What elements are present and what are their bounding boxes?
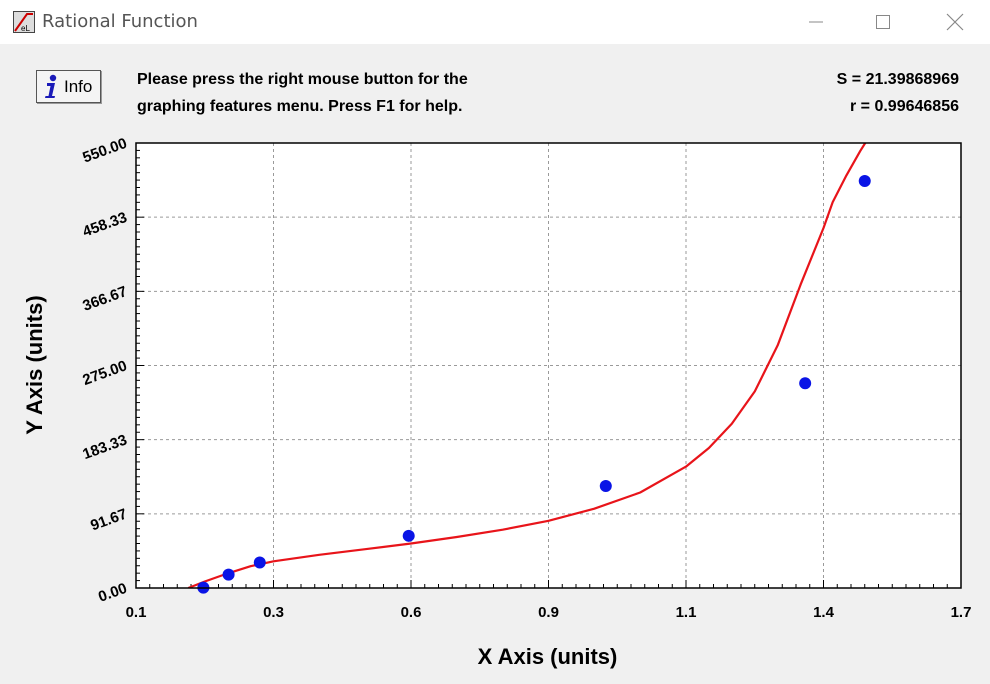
help-message-line2: graphing features menu. Press F1 for hel… — [137, 98, 463, 115]
plot-frame — [135, 142, 962, 589]
data-point — [253, 556, 266, 569]
y-tick-label: 275.00 — [80, 357, 129, 389]
x-tick-label: 0.3 — [263, 604, 284, 621]
maximize-button[interactable] — [853, 0, 913, 44]
data-point — [222, 568, 235, 581]
data-point — [858, 175, 871, 188]
x-tick-label: 0.1 — [126, 604, 147, 621]
x-tick-label: 0.9 — [538, 604, 559, 621]
minimize-button[interactable] — [786, 0, 846, 44]
y-tick-label: 458.33 — [80, 209, 129, 241]
fit-curve — [187, 143, 867, 588]
app-icon: eL — [13, 11, 35, 33]
data-point — [599, 480, 612, 493]
stat-s: S = 21.39868969 — [836, 71, 959, 88]
help-message-line1: Please press the right mouse button for … — [137, 71, 468, 88]
x-tick-label: 0.6 — [401, 604, 422, 621]
maximize-icon — [876, 15, 890, 29]
info-button[interactable]: Info — [36, 70, 101, 103]
minimize-icon — [809, 21, 823, 23]
y-tick-label: 91.67 — [88, 506, 129, 535]
window-title: Rational Function — [42, 11, 198, 32]
y-tick-label: 183.33 — [80, 431, 129, 463]
y-axis-title: Y Axis (units) — [22, 295, 47, 435]
x-tick-label: 1.4 — [813, 604, 835, 621]
y-tick-label: 550.00 — [80, 135, 129, 167]
stat-r: r = 0.99646856 — [850, 98, 959, 115]
data-point — [402, 529, 415, 542]
svg-text:eL: eL — [21, 24, 30, 33]
x-tick-label: 1.1 — [676, 604, 697, 621]
y-tick-label: 366.67 — [80, 283, 129, 315]
x-tick-label: 1.7 — [951, 604, 972, 621]
title-bar: eL Rational Function — [0, 0, 990, 44]
y-tick-label: 0.00 — [96, 580, 129, 606]
info-button-label: Info — [64, 76, 93, 96]
info-icon — [45, 74, 57, 98]
data-point — [799, 377, 812, 390]
close-icon — [946, 13, 964, 31]
close-button[interactable] — [925, 0, 985, 44]
x-axis-title: X Axis (units) — [477, 644, 618, 669]
